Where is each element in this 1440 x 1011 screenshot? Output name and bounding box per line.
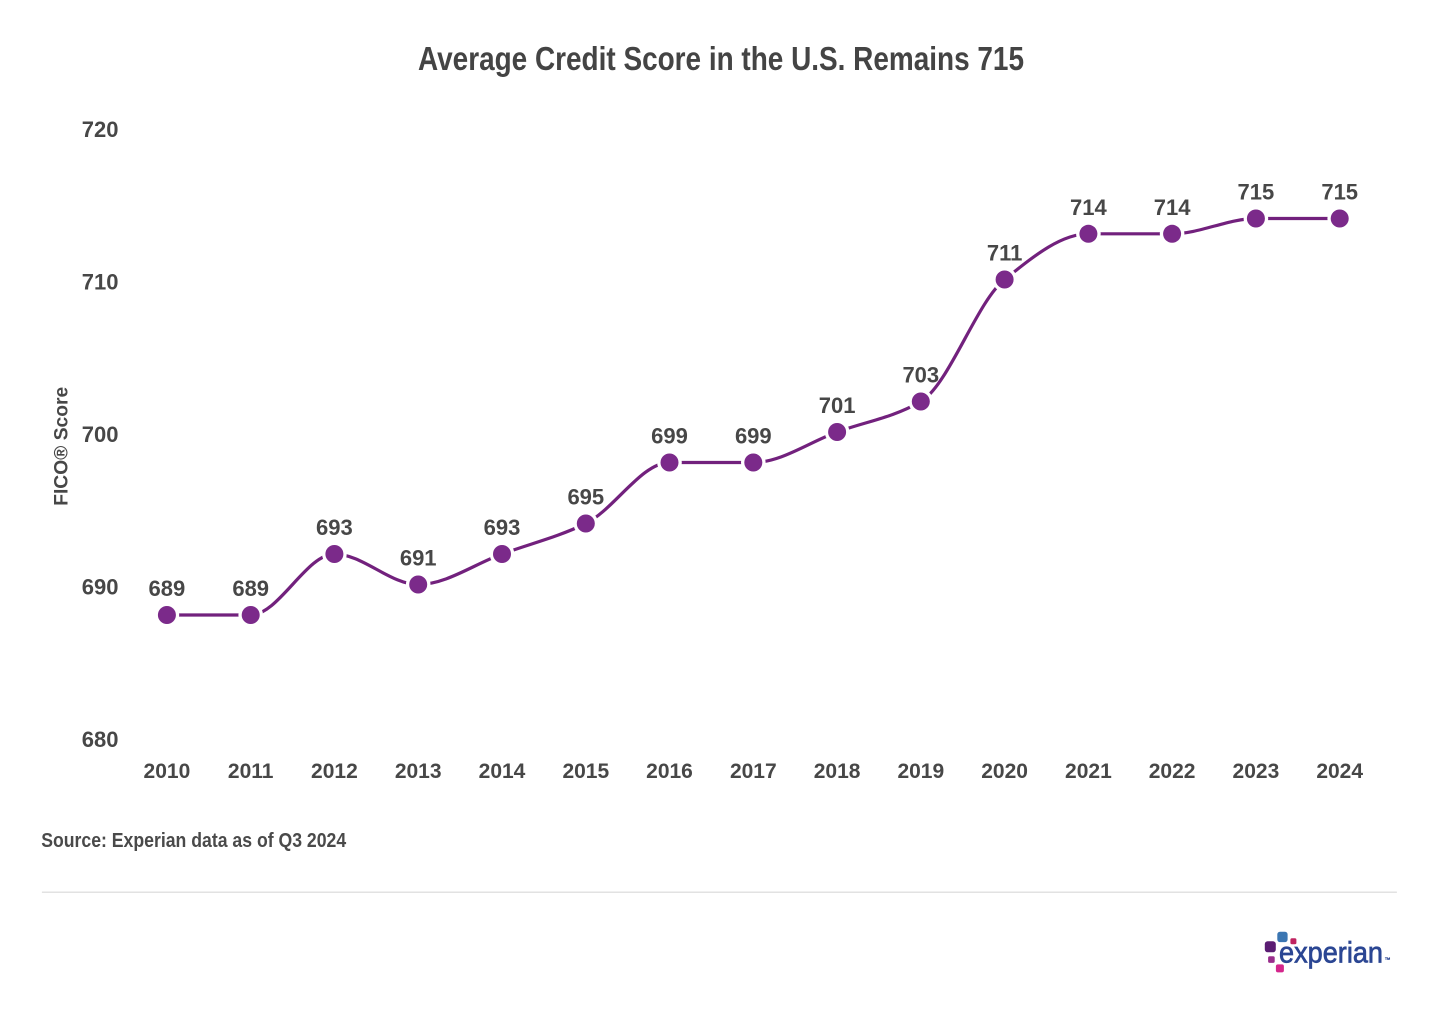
svg-text:715: 715 (1238, 180, 1275, 205)
svg-text:680: 680 (82, 727, 119, 752)
svg-text:experian: experian (1279, 937, 1383, 970)
svg-text:2018: 2018 (814, 760, 861, 783)
svg-text:2021: 2021 (1065, 760, 1112, 783)
svg-text:2013: 2013 (395, 760, 442, 783)
svg-text:689: 689 (232, 576, 269, 601)
svg-text:691: 691 (400, 546, 437, 571)
svg-text:Source: Experian data as of Q3: Source: Experian data as of Q3 2024 (41, 830, 347, 852)
svg-text:2024: 2024 (1316, 760, 1363, 783)
svg-text:689: 689 (149, 576, 186, 601)
svg-text:714: 714 (1154, 195, 1191, 220)
svg-text:2011: 2011 (228, 760, 274, 783)
svg-text:2017: 2017 (730, 760, 777, 783)
svg-text:703: 703 (902, 363, 939, 388)
svg-text:Average Credit Score in the U.: Average Credit Score in the U.S. Remains… (418, 40, 1024, 77)
svg-text:2023: 2023 (1233, 760, 1280, 783)
svg-text:699: 699 (651, 424, 688, 449)
svg-text:690: 690 (82, 575, 119, 600)
svg-text:2020: 2020 (981, 760, 1028, 783)
svg-text:714: 714 (1070, 195, 1107, 220)
svg-text:2015: 2015 (562, 760, 609, 783)
svg-text:700: 700 (82, 422, 119, 447)
svg-text:2019: 2019 (897, 760, 944, 783)
svg-text:699: 699 (735, 424, 772, 449)
svg-text:2016: 2016 (646, 760, 693, 783)
svg-text:2010: 2010 (144, 760, 191, 783)
svg-text:701: 701 (819, 393, 856, 418)
svg-text:2014: 2014 (479, 760, 526, 783)
svg-text:720: 720 (82, 117, 119, 142)
svg-text:™: ™ (1385, 957, 1391, 964)
svg-text:2012: 2012 (311, 760, 358, 783)
svg-text:710: 710 (82, 270, 119, 295)
svg-text:711: 711 (987, 241, 1023, 266)
svg-text:695: 695 (567, 485, 604, 510)
svg-text:2022: 2022 (1149, 760, 1196, 783)
svg-text:715: 715 (1321, 180, 1358, 205)
svg-text:FICO® Score: FICO® Score (51, 387, 72, 506)
svg-text:693: 693 (484, 515, 521, 540)
svg-text:693: 693 (316, 515, 353, 540)
